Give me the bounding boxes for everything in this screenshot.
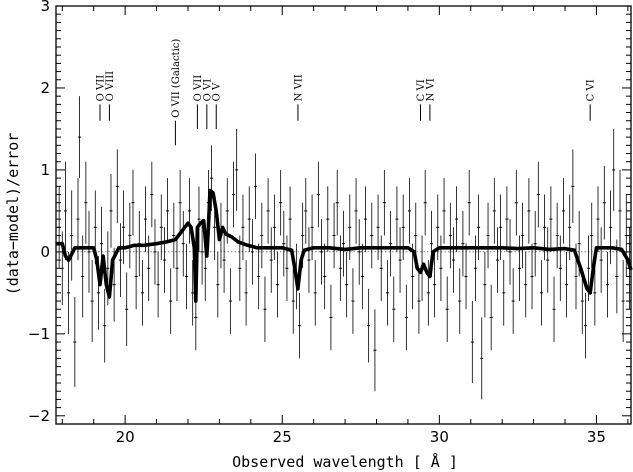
line-marker-label-9: C VI — [586, 79, 597, 101]
plot-frame — [55, 5, 632, 425]
y-axis-label: (data−model)/error — [4, 133, 22, 296]
line-marker-label-2: O VII (Galactic) — [171, 39, 182, 118]
line-marker-label-3: O VII — [193, 75, 204, 102]
x-axis-label: Observed wavelength [ Å ] — [232, 452, 458, 471]
y-tick-label-1: −1 — [28, 325, 50, 343]
y-tick-label-3: 1 — [40, 161, 50, 179]
line-marker-label-6: N VII — [293, 74, 304, 101]
model-line-layer — [56, 188, 633, 303]
x-tick-label-1: 25 — [273, 428, 292, 446]
y-tick-label-5: 3 — [40, 0, 50, 15]
line-marker-label-1: O VIII — [105, 71, 116, 101]
y-tick-label-0: −2 — [28, 407, 50, 425]
axes-layer: 20 25 30 35 −2 −1 0 1 2 3 — [28, 0, 631, 446]
line-marker-label-8: N VI — [425, 78, 436, 101]
y-tick-label-4: 2 — [40, 79, 50, 97]
line-marker-label-5: O V — [212, 82, 223, 101]
model-line — [56, 188, 633, 303]
x-tick-label-2: 30 — [430, 428, 449, 446]
line-marker-label-0: O VII — [95, 75, 106, 102]
x-tick-label-3: 35 — [587, 428, 606, 446]
line-marker-label-4: O VI — [202, 79, 213, 102]
y-tick-label-2: 0 — [40, 243, 50, 261]
x-tick-label-0: 20 — [116, 428, 135, 446]
line-marker-label-7: C VI — [416, 79, 427, 101]
